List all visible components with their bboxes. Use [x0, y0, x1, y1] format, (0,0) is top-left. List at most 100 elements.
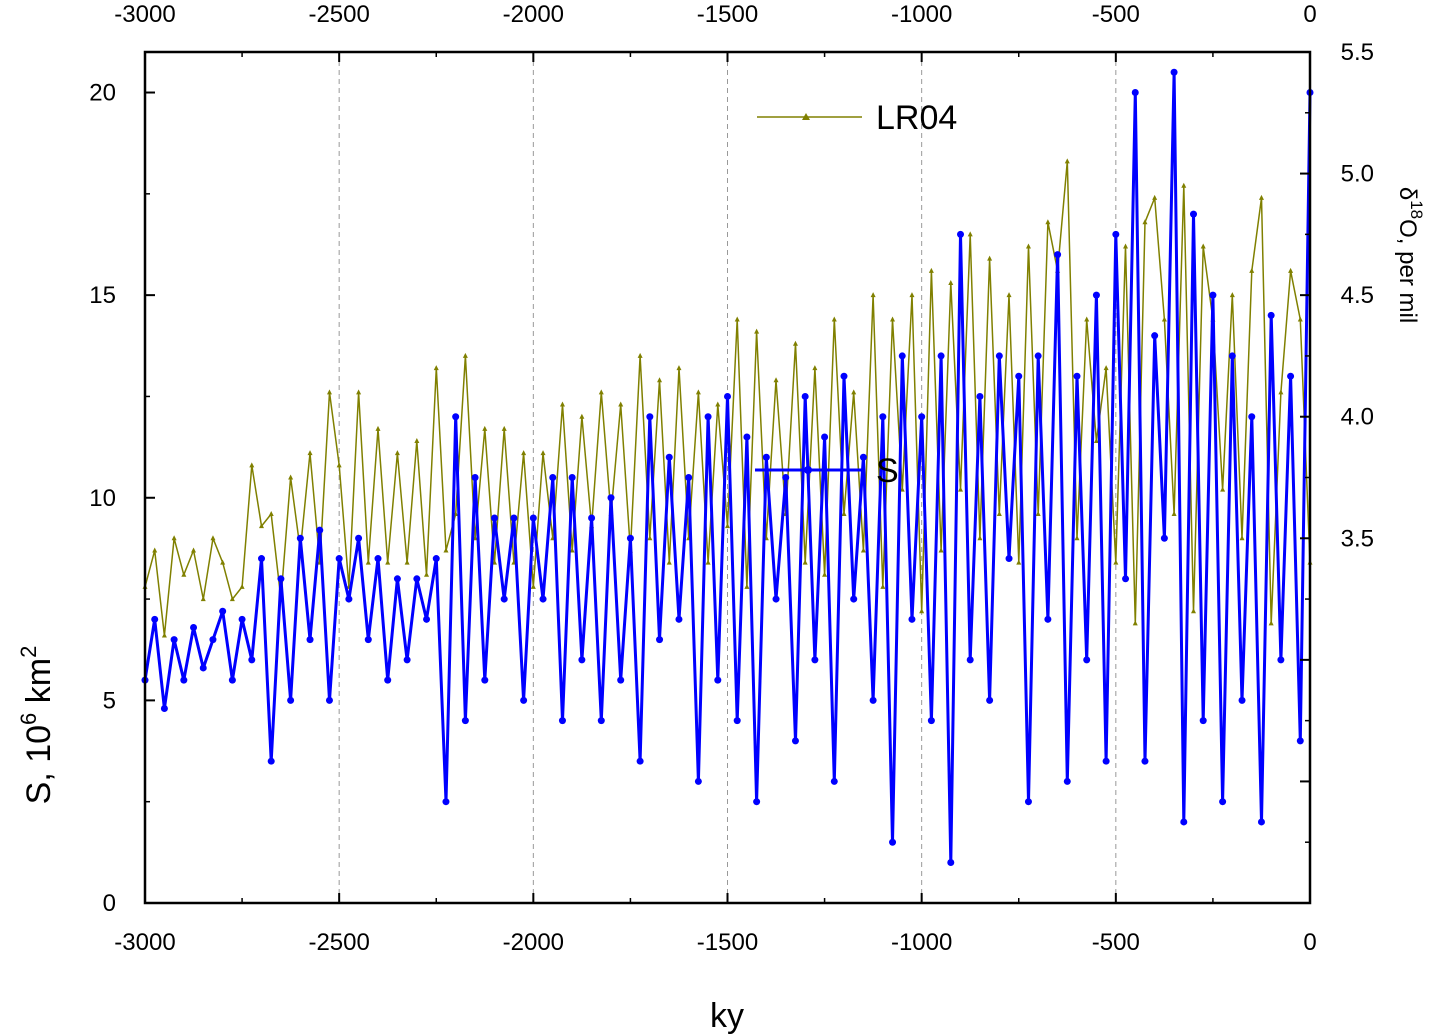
x-tick-label-top: -2500 — [308, 1, 369, 28]
data-point-s — [995, 352, 1003, 360]
data-point-lr04 — [1093, 438, 1099, 444]
data-point-lr04 — [996, 510, 1002, 516]
data-point-lr04 — [890, 316, 896, 322]
data-point-s — [646, 413, 654, 421]
ticks — [144, 51, 1311, 904]
data-point-s — [403, 656, 411, 664]
data-point-s — [1238, 696, 1246, 704]
data-point-s — [1083, 656, 1091, 664]
data-point-lr04 — [1152, 194, 1158, 200]
data-point-lr04 — [618, 401, 624, 407]
data-point-lr04 — [579, 413, 585, 419]
series-s — [141, 68, 1314, 866]
data-point-lr04 — [666, 559, 672, 565]
legend-label-lr04: LR04 — [876, 99, 957, 137]
data-point-s — [898, 352, 906, 360]
data-point-s — [782, 474, 790, 481]
data-point-lr04 — [220, 559, 226, 565]
tick-labels: -3000 -3000 -2500 -2500 -2000 -2000 -1500 -1500… — [89, 1, 1374, 956]
data-point-lr04 — [530, 583, 536, 589]
data-point-s — [675, 615, 683, 623]
data-point-lr04 — [919, 608, 925, 614]
data-point-lr04 — [1132, 620, 1138, 626]
legend: LR04 S — [755, 99, 957, 490]
data-point-s — [248, 656, 256, 664]
data-point-s — [1073, 372, 1081, 380]
data-point-s — [306, 636, 314, 644]
data-point-lr04 — [540, 450, 546, 456]
data-point-s — [617, 676, 625, 684]
data-point-lr04 — [870, 292, 876, 298]
data-point-s — [918, 413, 926, 421]
data-point-s — [432, 555, 440, 563]
data-point-s — [1102, 757, 1110, 765]
data-point-s — [694, 777, 702, 785]
data-point-lr04 — [725, 523, 730, 529]
left-tick-label: 15 — [89, 282, 116, 309]
data-point-lr04 — [841, 510, 847, 516]
legend-marker-lr04 — [802, 113, 810, 120]
data-point-s — [520, 696, 528, 704]
data-point-lr04 — [1103, 365, 1109, 371]
data-point-s — [160, 704, 168, 712]
data-point-s — [325, 696, 333, 704]
data-point-lr04 — [482, 425, 488, 431]
data-point-s — [500, 595, 508, 603]
data-point-s — [762, 453, 770, 461]
data-point-s — [1005, 555, 1013, 563]
data-point-s — [558, 717, 566, 725]
data-point-lr04 — [1084, 316, 1090, 322]
data-point-lr04 — [822, 571, 828, 577]
data-point-lr04 — [1161, 316, 1167, 322]
data-point-lr04 — [569, 547, 575, 553]
data-point-s — [374, 555, 382, 563]
data-point-lr04 — [676, 365, 682, 371]
data-point-lr04 — [1239, 535, 1245, 541]
data-point-s — [753, 798, 761, 806]
data-point-lr04 — [987, 255, 993, 261]
data-point-s — [1092, 291, 1100, 299]
data-point-s — [238, 615, 246, 623]
data-point-lr04 — [637, 352, 643, 358]
x-tick-label-top: 0 — [1303, 1, 1316, 28]
data-point-lr04 — [1229, 292, 1235, 298]
data-point-lr04 — [967, 231, 973, 237]
data-point-lr04 — [1268, 620, 1274, 626]
data-point-lr04 — [812, 365, 818, 371]
data-point-s — [1131, 89, 1139, 97]
data-point-lr04 — [977, 535, 983, 541]
data-point-lr04 — [394, 450, 400, 456]
data-point-lr04 — [191, 547, 197, 553]
data-point-lr04 — [734, 316, 740, 322]
data-point-lr04 — [647, 535, 653, 541]
data-point-s — [1024, 798, 1032, 806]
legend-item-s: S — [755, 452, 899, 490]
data-point-s — [685, 474, 693, 481]
data-point-lr04 — [414, 438, 420, 444]
data-point-lr04 — [433, 365, 439, 371]
data-point-s — [588, 514, 596, 522]
data-point-lr04 — [1258, 194, 1264, 200]
data-point-lr04 — [831, 316, 837, 322]
data-point-s — [743, 433, 751, 441]
data-point-s — [733, 717, 741, 725]
data-point-s — [1054, 251, 1062, 259]
data-point-lr04 — [307, 450, 313, 456]
data-point-s — [1257, 818, 1265, 826]
data-point-lr04 — [880, 583, 886, 589]
data-point-s — [190, 623, 198, 631]
series-layer — [141, 68, 1314, 866]
data-point-lr04 — [1191, 608, 1196, 614]
data-point-s — [413, 575, 421, 583]
data-point-lr04 — [744, 583, 750, 589]
data-point-lr04 — [239, 583, 245, 589]
right-tick-label: 5.0 — [1341, 161, 1374, 188]
data-point-s — [1112, 230, 1120, 238]
data-point-lr04 — [705, 559, 711, 565]
data-point-s — [1190, 210, 1197, 218]
data-point-s — [539, 595, 547, 603]
data-point-s — [1160, 534, 1168, 542]
data-point-lr04 — [948, 279, 954, 285]
legend-marker-s — [804, 466, 812, 474]
data-point-s — [180, 676, 188, 684]
